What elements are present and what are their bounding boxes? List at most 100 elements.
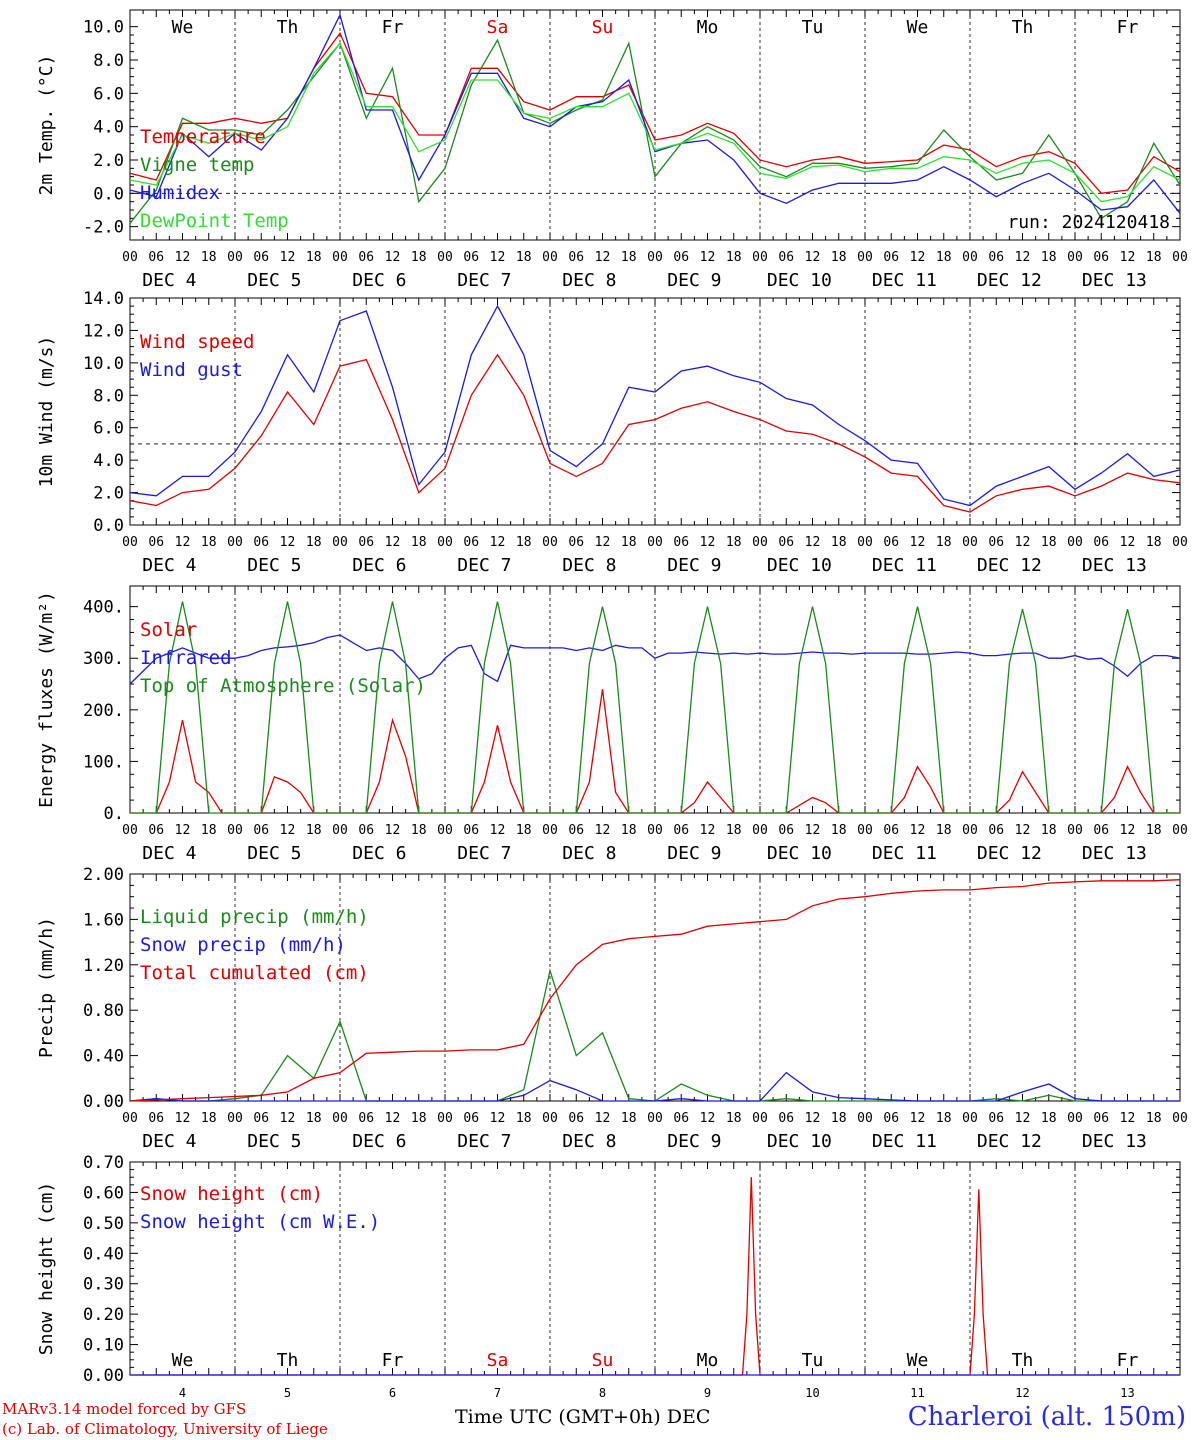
hour-label: 00 [962, 823, 978, 838]
legend-entry: Temperature [140, 126, 266, 148]
hour-label: 06 [463, 250, 479, 265]
hour-label: 00 [332, 250, 348, 265]
date-number: 7 [494, 1386, 501, 1400]
hour-label: 00 [227, 250, 243, 265]
hour-label: 06 [778, 535, 794, 550]
series-line-vigne-temp [129, 38, 1181, 224]
legend-entry: Wind speed [140, 331, 254, 353]
hour-label: 18 [1041, 1111, 1057, 1126]
date-label: DEC 10 [767, 1131, 832, 1152]
hour-label: 18 [306, 250, 322, 265]
x-axis-title: Time UTC (GMT+0h) DEC [455, 1406, 711, 1428]
hour-label: 18 [1041, 250, 1057, 265]
y-tick-label: 300. [83, 649, 124, 669]
legend-entry: Snow precip (mm/h) [140, 934, 346, 956]
date-label: DEC 11 [872, 843, 937, 864]
y-tick-label: 0.80 [83, 1001, 124, 1021]
y-tick-label: 8.0 [93, 51, 124, 71]
hour-label: 00 [752, 1111, 768, 1126]
hour-label: 06 [358, 250, 374, 265]
day-name: Mo [697, 17, 719, 38]
date-label: DEC 12 [977, 843, 1042, 864]
hour-label: 18 [936, 1111, 952, 1126]
y-axis-label: Precip (mm/h) [36, 917, 57, 1058]
y-tick-label: -2.0 [83, 218, 124, 238]
hour-label: 18 [411, 1111, 427, 1126]
hour-label: 06 [883, 535, 899, 550]
date-label: DEC 10 [767, 843, 832, 864]
date-label: DEC 5 [247, 1131, 301, 1152]
hour-label: 00 [227, 823, 243, 838]
hour-label: 00 [1172, 250, 1188, 265]
hour-label: 18 [831, 250, 847, 265]
y-tick-label: 0.40 [83, 1244, 124, 1264]
hour-label: 00 [857, 1111, 873, 1126]
hour-label: 00 [1172, 1111, 1188, 1126]
date-number: 8 [599, 1386, 606, 1400]
legend-entry: Snow height (cm) [140, 1183, 323, 1205]
day-name: Th [277, 17, 299, 38]
hour-label: 18 [726, 250, 742, 265]
hour-label: 12 [1120, 250, 1136, 265]
legend-entry: Solar [140, 619, 197, 641]
hour-label: 06 [463, 823, 479, 838]
model-credit: MARv3.14 model forced by GFS [2, 1400, 247, 1418]
hour-label: 00 [122, 823, 138, 838]
day-name: Sa [487, 17, 509, 38]
hour-label: 18 [516, 823, 532, 838]
legend-entry: Liquid precip (mm/h) [140, 906, 369, 928]
hour-label: 18 [726, 535, 742, 550]
hour-label: 18 [831, 823, 847, 838]
lab-credit: (c) Lab. of Climatology, University of L… [2, 1420, 328, 1438]
hour-label: 06 [988, 823, 1004, 838]
y-tick-label: 0.0 [93, 516, 124, 536]
hour-label: 00 [752, 823, 768, 838]
hour-label: 12 [280, 535, 296, 550]
date-label: DEC 4 [142, 843, 196, 864]
date-label: DEC 6 [352, 843, 406, 864]
y-tick-label: 0.20 [83, 1305, 124, 1325]
day-name: Su [592, 1350, 614, 1371]
y-tick-label: 2.00 [83, 865, 124, 885]
hour-label: 06 [883, 250, 899, 265]
y-tick-label: 0.30 [83, 1275, 124, 1295]
hour-label: 12 [175, 1111, 191, 1126]
y-axis-label: 2m Temp. (°C) [36, 55, 57, 196]
hour-label: 06 [778, 823, 794, 838]
hour-label: 00 [752, 535, 768, 550]
hour-label: 18 [831, 1111, 847, 1126]
date-label: DEC 6 [352, 1131, 406, 1152]
date-label: DEC 13 [1082, 843, 1147, 864]
hour-label: 00 [752, 250, 768, 265]
date-label: DEC 9 [667, 843, 721, 864]
hour-label: 12 [1015, 250, 1031, 265]
hour-label: 18 [831, 535, 847, 550]
hour-label: 06 [253, 535, 269, 550]
hour-label: 06 [883, 1111, 899, 1126]
date-label: DEC 7 [457, 1131, 511, 1152]
day-name: Th [1012, 1350, 1034, 1371]
hour-label: 18 [621, 535, 637, 550]
day-name: Fr [1117, 17, 1139, 38]
series-line-top-of-atmosphere-solar- [130, 601, 1180, 814]
hour-label: 00 [962, 535, 978, 550]
date-label: DEC 11 [872, 555, 937, 576]
hour-label: 00 [647, 250, 663, 265]
legend-entry: Infrared [140, 647, 232, 669]
hour-label: 00 [1067, 250, 1083, 265]
date-label: DEC 8 [562, 270, 616, 291]
day-name: We [172, 1350, 194, 1371]
hour-label: 00 [962, 250, 978, 265]
hour-label: 00 [437, 823, 453, 838]
hour-label: 00 [857, 535, 873, 550]
hour-label: 06 [883, 823, 899, 838]
hour-label: 12 [910, 1111, 926, 1126]
hour-label: 06 [148, 1111, 164, 1126]
hour-label: 06 [253, 823, 269, 838]
date-number: 9 [704, 1386, 711, 1400]
hour-label: 18 [936, 250, 952, 265]
hour-label: 06 [1093, 1111, 1109, 1126]
y-tick-label: 0.10 [83, 1336, 124, 1356]
date-label: DEC 8 [562, 1131, 616, 1152]
hour-label: 00 [542, 535, 558, 550]
